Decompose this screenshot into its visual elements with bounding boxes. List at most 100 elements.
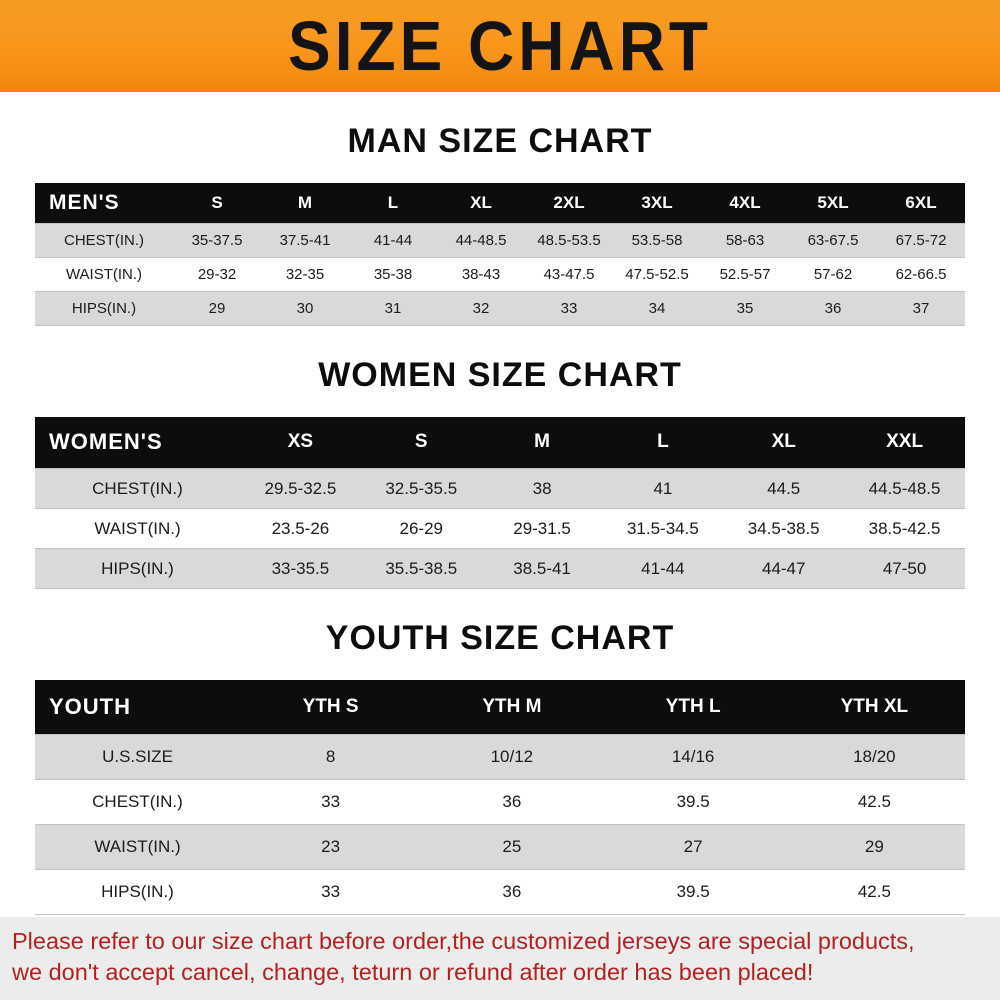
cell-value: 41-44 — [373, 231, 413, 249]
table-row: CHEST(IN.) 33 36 39.5 42.5 — [35, 779, 965, 824]
cell-value: 35.5-38.5 — [385, 558, 458, 578]
cell-value: 62-66.5 — [895, 265, 947, 283]
cell-value: 36 — [502, 881, 522, 901]
row-label: WAIST(IN.) — [94, 518, 181, 538]
row-label: CHEST(IN.) — [92, 478, 183, 498]
column-header: 5XL — [789, 183, 877, 223]
table-row: WAIST(IN.) 29-32 32-35 35-38 38-43 43-47.5 47.… — [35, 257, 965, 291]
cell-value: 14/16 — [671, 746, 715, 766]
column-header: XL — [723, 416, 845, 469]
youth-table-header-row: YOUTH YTH S YTH M YTH L YTH XL — [35, 680, 965, 734]
cell-value: 27 — [683, 836, 703, 856]
row-label: WAIST(IN.) — [94, 836, 181, 856]
cell-value: 31.5-34.5 — [626, 518, 699, 538]
cell-value: 32-35 — [285, 265, 325, 283]
banner-title: SIZE CHART — [288, 7, 712, 85]
table-corner-label: YOUTH — [35, 680, 240, 734]
table-row: WAIST(IN.) 23 25 27 29 — [35, 824, 965, 869]
column-header: L — [602, 416, 724, 469]
cell-value: 39.5 — [676, 791, 710, 811]
cell-value: 38-43 — [461, 265, 501, 283]
cell-value: 33 — [321, 791, 341, 811]
cell-value: 36 — [502, 791, 522, 811]
cell-value: 53.5-58 — [631, 231, 683, 249]
men-section-heading: MAN SIZE CHART — [347, 122, 653, 160]
cell-value: 8 — [325, 746, 336, 766]
youth-size-table: YOUTH YTH S YTH M YTH L YTH XL U.S.SIZE 8 10/1… — [35, 680, 965, 915]
cell-value: 41-44 — [641, 558, 685, 578]
women-table-body: CHEST(IN.) 29.5-32.5 32.5-35.5 38 41 44.5 44.5… — [35, 468, 965, 589]
cell-value: 37 — [912, 299, 930, 317]
cell-value: 36 — [824, 299, 842, 317]
cell-value: 30 — [296, 299, 314, 317]
cell-value: 18/20 — [853, 746, 896, 766]
row-label: CHEST(IN.) — [92, 791, 183, 811]
table-row: WAIST(IN.) 23.5-26 26-29 29-31.5 31.5-34.5 34… — [35, 508, 965, 549]
youth-size-section: YOUTH SIZE CHART YOUTH YTH S YTH M YTH L YTH… — [0, 589, 1000, 915]
column-header: XL — [437, 183, 525, 223]
column-header: YTH XL — [783, 680, 965, 734]
cell-value: 38.5-41 — [513, 558, 571, 578]
cell-value: 42.5 — [857, 791, 891, 811]
cell-value: 23.5-26 — [271, 518, 330, 538]
note-line-2: we don't accept cancel, change, teturn o… — [12, 958, 814, 985]
column-header: XXL — [844, 416, 965, 469]
women-table-header-row: WOMEN'S XS S M L XL XXL — [35, 416, 965, 469]
column-header: YTH M — [421, 680, 603, 734]
cell-value: 58-63 — [725, 231, 765, 249]
column-header: 3XL — [613, 183, 701, 223]
youth-section-heading: YOUTH SIZE CHART — [325, 619, 675, 657]
women-section-heading: WOMEN SIZE CHART — [318, 355, 682, 394]
column-header: 2XL — [525, 183, 613, 223]
row-label: U.S.SIZE — [102, 746, 173, 766]
column-header: L — [349, 183, 437, 223]
cell-value: 31 — [384, 299, 402, 317]
youth-table-body: U.S.SIZE 8 10/12 14/16 18/20 CHEST(IN.) 33 36 39… — [35, 734, 965, 914]
table-row: CHEST(IN.) 35-37.5 37.5-41 41-44 44-48.5 48.5… — [35, 223, 965, 257]
cell-value: 34 — [648, 299, 666, 317]
column-header: YTH L — [602, 680, 784, 734]
cell-value: 29 — [208, 299, 226, 317]
cell-value: 32.5-35.5 — [385, 478, 458, 498]
cell-value: 25 — [502, 836, 522, 856]
column-header: M — [481, 416, 603, 469]
table-row: HIPS(IN.) 29 30 31 32 33 34 35 36 37 — [35, 291, 965, 325]
cell-value: 29-31.5 — [513, 518, 571, 538]
cell-value: 52.5-57 — [719, 265, 771, 283]
table-row: HIPS(IN.) 33 36 39.5 42.5 — [35, 869, 965, 914]
cell-value: 44-47 — [761, 558, 806, 578]
cell-value: 39.5 — [676, 881, 710, 901]
cell-value: 10/12 — [490, 746, 534, 766]
cell-value: 35-38 — [373, 265, 413, 283]
men-table-body: CHEST(IN.) 35-37.5 37.5-41 41-44 44-48.5 48.5… — [35, 223, 965, 325]
column-header: XS — [240, 416, 361, 469]
table-corner-label: WOMEN'S — [35, 416, 240, 469]
cell-value: 29 — [864, 836, 884, 856]
men-table-header-row: MEN'S S M L XL 2XL 3XL 4XL 5XL 6XL — [35, 183, 965, 223]
row-label: CHEST(IN.) — [64, 231, 144, 249]
cell-value: 57-62 — [813, 265, 853, 283]
men-size-section: MAN SIZE CHART MEN'S S M L XL 2XL 3XL 4XL 5XL 6XL… — [0, 92, 1000, 326]
cell-value: 47-50 — [882, 558, 927, 578]
footer-note: Please refer to our size chart before or… — [0, 916, 1000, 1000]
size-chart-banner: SIZE CHART — [0, 0, 1000, 92]
cell-value: 29.5-32.5 — [264, 478, 337, 498]
row-label: HIPS(IN.) — [101, 881, 174, 901]
cell-value: 44.5-48.5 — [868, 478, 941, 498]
row-label: HIPS(IN.) — [101, 558, 174, 578]
column-header: M — [261, 183, 349, 223]
cell-value: 37.5-41 — [279, 231, 331, 249]
table-row: CHEST(IN.) 29.5-32.5 32.5-35.5 38 41 44.5 44.5… — [35, 468, 965, 509]
cell-value: 38.5-42.5 — [868, 518, 941, 538]
women-size-table: WOMEN'S XS S M L XL XXL CHEST(IN.) 29.5-32.5 32.… — [35, 416, 965, 590]
table-row: U.S.SIZE 8 10/12 14/16 18/20 — [35, 734, 965, 779]
men-size-table: MEN'S S M L XL 2XL 3XL 4XL 5XL 6XL CHEST(IN.) 35-3… — [35, 183, 965, 326]
cell-value: 33 — [321, 881, 341, 901]
column-header: S — [360, 416, 482, 469]
cell-value: 42.5 — [857, 881, 891, 901]
cell-value: 35 — [736, 299, 754, 317]
column-header: YTH S — [240, 680, 422, 734]
cell-value: 47.5-52.5 — [625, 265, 689, 283]
cell-value: 33-35.5 — [271, 558, 330, 578]
cell-value: 35-37.5 — [191, 231, 243, 249]
